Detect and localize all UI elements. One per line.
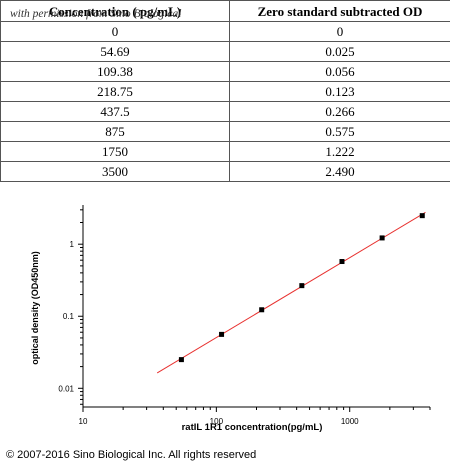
table-row: 54.69 0.025 <box>0 41 450 62</box>
data-point <box>379 235 385 241</box>
x-tick-label: 1000 <box>341 417 359 426</box>
od-cell: 0.025 <box>229 41 450 62</box>
chart-axes: 10 100 1000 0.01 0.1 1 <box>58 205 431 426</box>
y-axis-label: optical density (OD450nm) <box>30 251 40 365</box>
concentration-cell: 0 <box>0 21 230 42</box>
od-cell: 1.222 <box>229 141 450 162</box>
x-axis-label: ratIL 1R1 concentration(pg/mL) <box>182 422 323 433</box>
concentration-cell: 437.5 <box>0 101 230 122</box>
od-cell: 2.490 <box>229 161 450 182</box>
x-tick-label: 100 <box>210 417 224 426</box>
data-point <box>419 213 425 219</box>
fit-line <box>156 211 426 374</box>
fit-line-group <box>156 211 426 374</box>
concentration-cell: 54.69 <box>0 41 230 62</box>
table-row: 0 0 <box>0 21 450 42</box>
od-cell: 0 <box>229 21 450 42</box>
y-tick-label: 1 <box>70 240 75 249</box>
y-tick-label: 0.01 <box>58 384 74 393</box>
table-row: 875 0.575 <box>0 121 450 142</box>
concentration-cell: 875 <box>0 121 230 142</box>
data-points-group <box>178 213 425 363</box>
concentration-cell: 1750 <box>0 141 230 162</box>
x-tick-label: 10 <box>79 417 88 426</box>
table-row: 109.38 0.056 <box>0 61 450 82</box>
data-point <box>339 259 345 265</box>
od-cell: 0.056 <box>229 61 450 82</box>
data-point <box>219 331 225 337</box>
table-row: 437.5 0.266 <box>0 101 450 122</box>
y-tick-label: 0.1 <box>63 312 75 321</box>
od-cell: 0.123 <box>229 81 450 102</box>
copyright-notice: © 2007-2016 Sino Biological Inc. All rig… <box>6 449 257 461</box>
standard-data-table: Concentration ( pg/mL) Zero standard sub… <box>0 0 450 182</box>
data-point <box>178 357 184 363</box>
data-point <box>299 283 305 289</box>
table-row: 1750 1.222 <box>0 141 450 162</box>
od-column-header: Zero standard subtracted OD <box>229 0 450 22</box>
od-cell: 0.575 <box>229 121 450 142</box>
concentration-cell: 3500 <box>0 161 230 182</box>
standard-curve-chart: 10 100 1000 0.01 0.1 1 ratIL 1R1 concentratio… <box>30 205 431 433</box>
od-cell: 0.266 <box>229 101 450 122</box>
data-point <box>259 307 265 313</box>
concentration-cell: 109.38 <box>0 61 230 82</box>
table-row: 3500 2.490 <box>0 161 450 182</box>
permission-watermark: with permission from Sino Biological <box>10 8 182 20</box>
concentration-cell: 218.75 <box>0 81 230 102</box>
table-row: 218.75 0.123 <box>0 81 450 102</box>
